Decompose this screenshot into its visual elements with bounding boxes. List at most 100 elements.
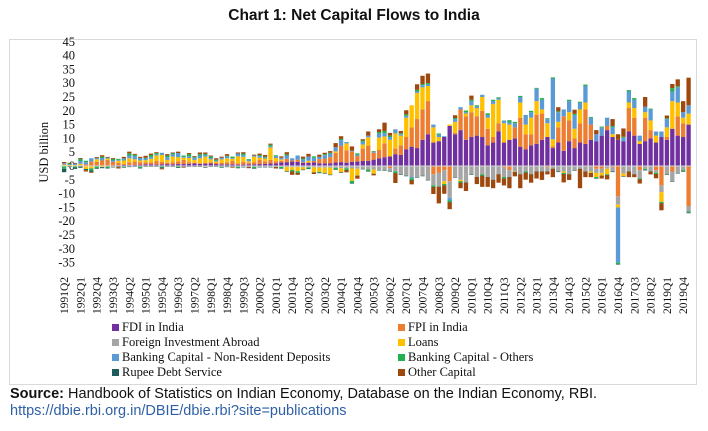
bar-segment <box>181 166 186 168</box>
bar-segment <box>615 204 621 208</box>
bar-segment <box>366 131 371 136</box>
x-tick-label: 1992Q1 <box>75 277 87 314</box>
x-tick-label: 1991Q2 <box>59 277 71 314</box>
bar-segment <box>197 166 203 167</box>
bar-segment <box>176 167 181 168</box>
bar-segment <box>257 153 262 155</box>
bar-segment <box>138 162 143 165</box>
x-tick-label: 2019Q1 <box>662 277 674 314</box>
bar-segment <box>670 181 675 182</box>
bar-segment <box>420 84 425 86</box>
x-tick-label: 1992Q4 <box>92 277 104 314</box>
bar-segment <box>235 163 241 165</box>
bar-segment <box>425 83 431 85</box>
legend-label: Loans <box>408 335 439 349</box>
bar-segment <box>447 125 452 166</box>
bar-segment <box>681 170 686 172</box>
bar-segment <box>431 142 436 166</box>
bar-segment <box>148 166 154 167</box>
x-tick-label: 2007Q1 <box>401 277 413 314</box>
bar-segment <box>262 163 268 166</box>
bar-segment <box>176 153 181 158</box>
bar-segment <box>643 169 648 171</box>
bar-segment <box>224 158 230 163</box>
bar-segment <box>539 166 545 172</box>
bar-segment <box>681 171 686 172</box>
x-tick-label: 2002Q3 <box>304 277 316 314</box>
bar-segment <box>556 127 561 143</box>
bar-segment <box>588 117 594 125</box>
bar-segment <box>463 116 469 140</box>
bar-segment <box>431 127 436 143</box>
y-tick-label: 5 <box>69 145 75 159</box>
bar-segment <box>300 162 306 163</box>
bar-segment <box>566 120 572 142</box>
bar-segment <box>300 156 306 159</box>
bar-segment <box>458 107 463 110</box>
bar-segment <box>284 171 289 172</box>
bar-segment <box>311 166 317 168</box>
bar-segment <box>328 151 333 153</box>
bar-segment <box>72 166 78 168</box>
bar-segment <box>458 166 463 180</box>
bar-segment <box>425 73 431 84</box>
bar-segment <box>317 167 322 172</box>
bar-segment <box>360 139 365 141</box>
bar-segment <box>366 145 371 161</box>
bar-segment <box>523 172 528 180</box>
bar-segment <box>235 156 241 164</box>
bar-segment <box>105 167 110 169</box>
bar-segment <box>214 160 219 162</box>
bar-segment <box>659 201 664 204</box>
bar-segment <box>197 152 203 155</box>
bar-segment <box>110 158 116 159</box>
bar-segment <box>534 114 539 144</box>
bar-segment <box>480 110 485 138</box>
bar-segment <box>62 162 67 164</box>
bar-segment <box>219 157 224 160</box>
bar-segment <box>507 139 512 166</box>
bar-segment <box>355 168 360 176</box>
bar-segment <box>268 144 273 147</box>
legend-item-loans: Loans <box>398 335 439 350</box>
bar-segment <box>322 158 327 164</box>
bar-segment <box>371 174 376 176</box>
bar-segment <box>224 162 230 165</box>
bar-segment <box>452 119 458 122</box>
bar-segment <box>376 169 382 171</box>
bar-segment <box>615 139 621 166</box>
bar-segment <box>550 166 555 169</box>
bar-segment <box>610 125 615 128</box>
bar-segment <box>360 141 365 145</box>
bar-segment <box>648 138 653 166</box>
bar-segment <box>681 101 686 113</box>
bar-segment <box>94 162 99 166</box>
bar-segment <box>398 174 403 175</box>
bar-segment <box>300 167 306 170</box>
bar-segment <box>431 174 436 186</box>
bar-segment <box>127 158 132 163</box>
bar-segment <box>143 155 148 158</box>
bar-segment <box>561 166 566 172</box>
bar-segment <box>583 84 588 86</box>
bar-segment <box>235 152 241 154</box>
bar-segment <box>170 153 175 155</box>
bar-segment <box>594 177 599 179</box>
bar-segment <box>512 171 517 173</box>
bar-segment <box>279 160 284 163</box>
bar-segment <box>382 166 387 171</box>
bar-segment <box>539 139 545 166</box>
bar-segment <box>100 166 105 168</box>
bar-segment <box>311 172 317 174</box>
bar-segment <box>387 139 393 157</box>
bar-segment <box>480 175 485 187</box>
bar-segment <box>409 105 414 128</box>
legend-item-bank-others: Banking Capital - Others <box>398 350 533 365</box>
bar-segment <box>214 162 219 165</box>
bar-segment <box>290 161 295 166</box>
source-link[interactable]: https://dbie.rbi.org.in/DBIE/dbie.rbi?si… <box>10 403 347 419</box>
bar-segment <box>594 168 599 173</box>
bar-segment <box>561 172 566 174</box>
bar-segment <box>181 159 186 165</box>
bar-segment <box>338 166 344 169</box>
